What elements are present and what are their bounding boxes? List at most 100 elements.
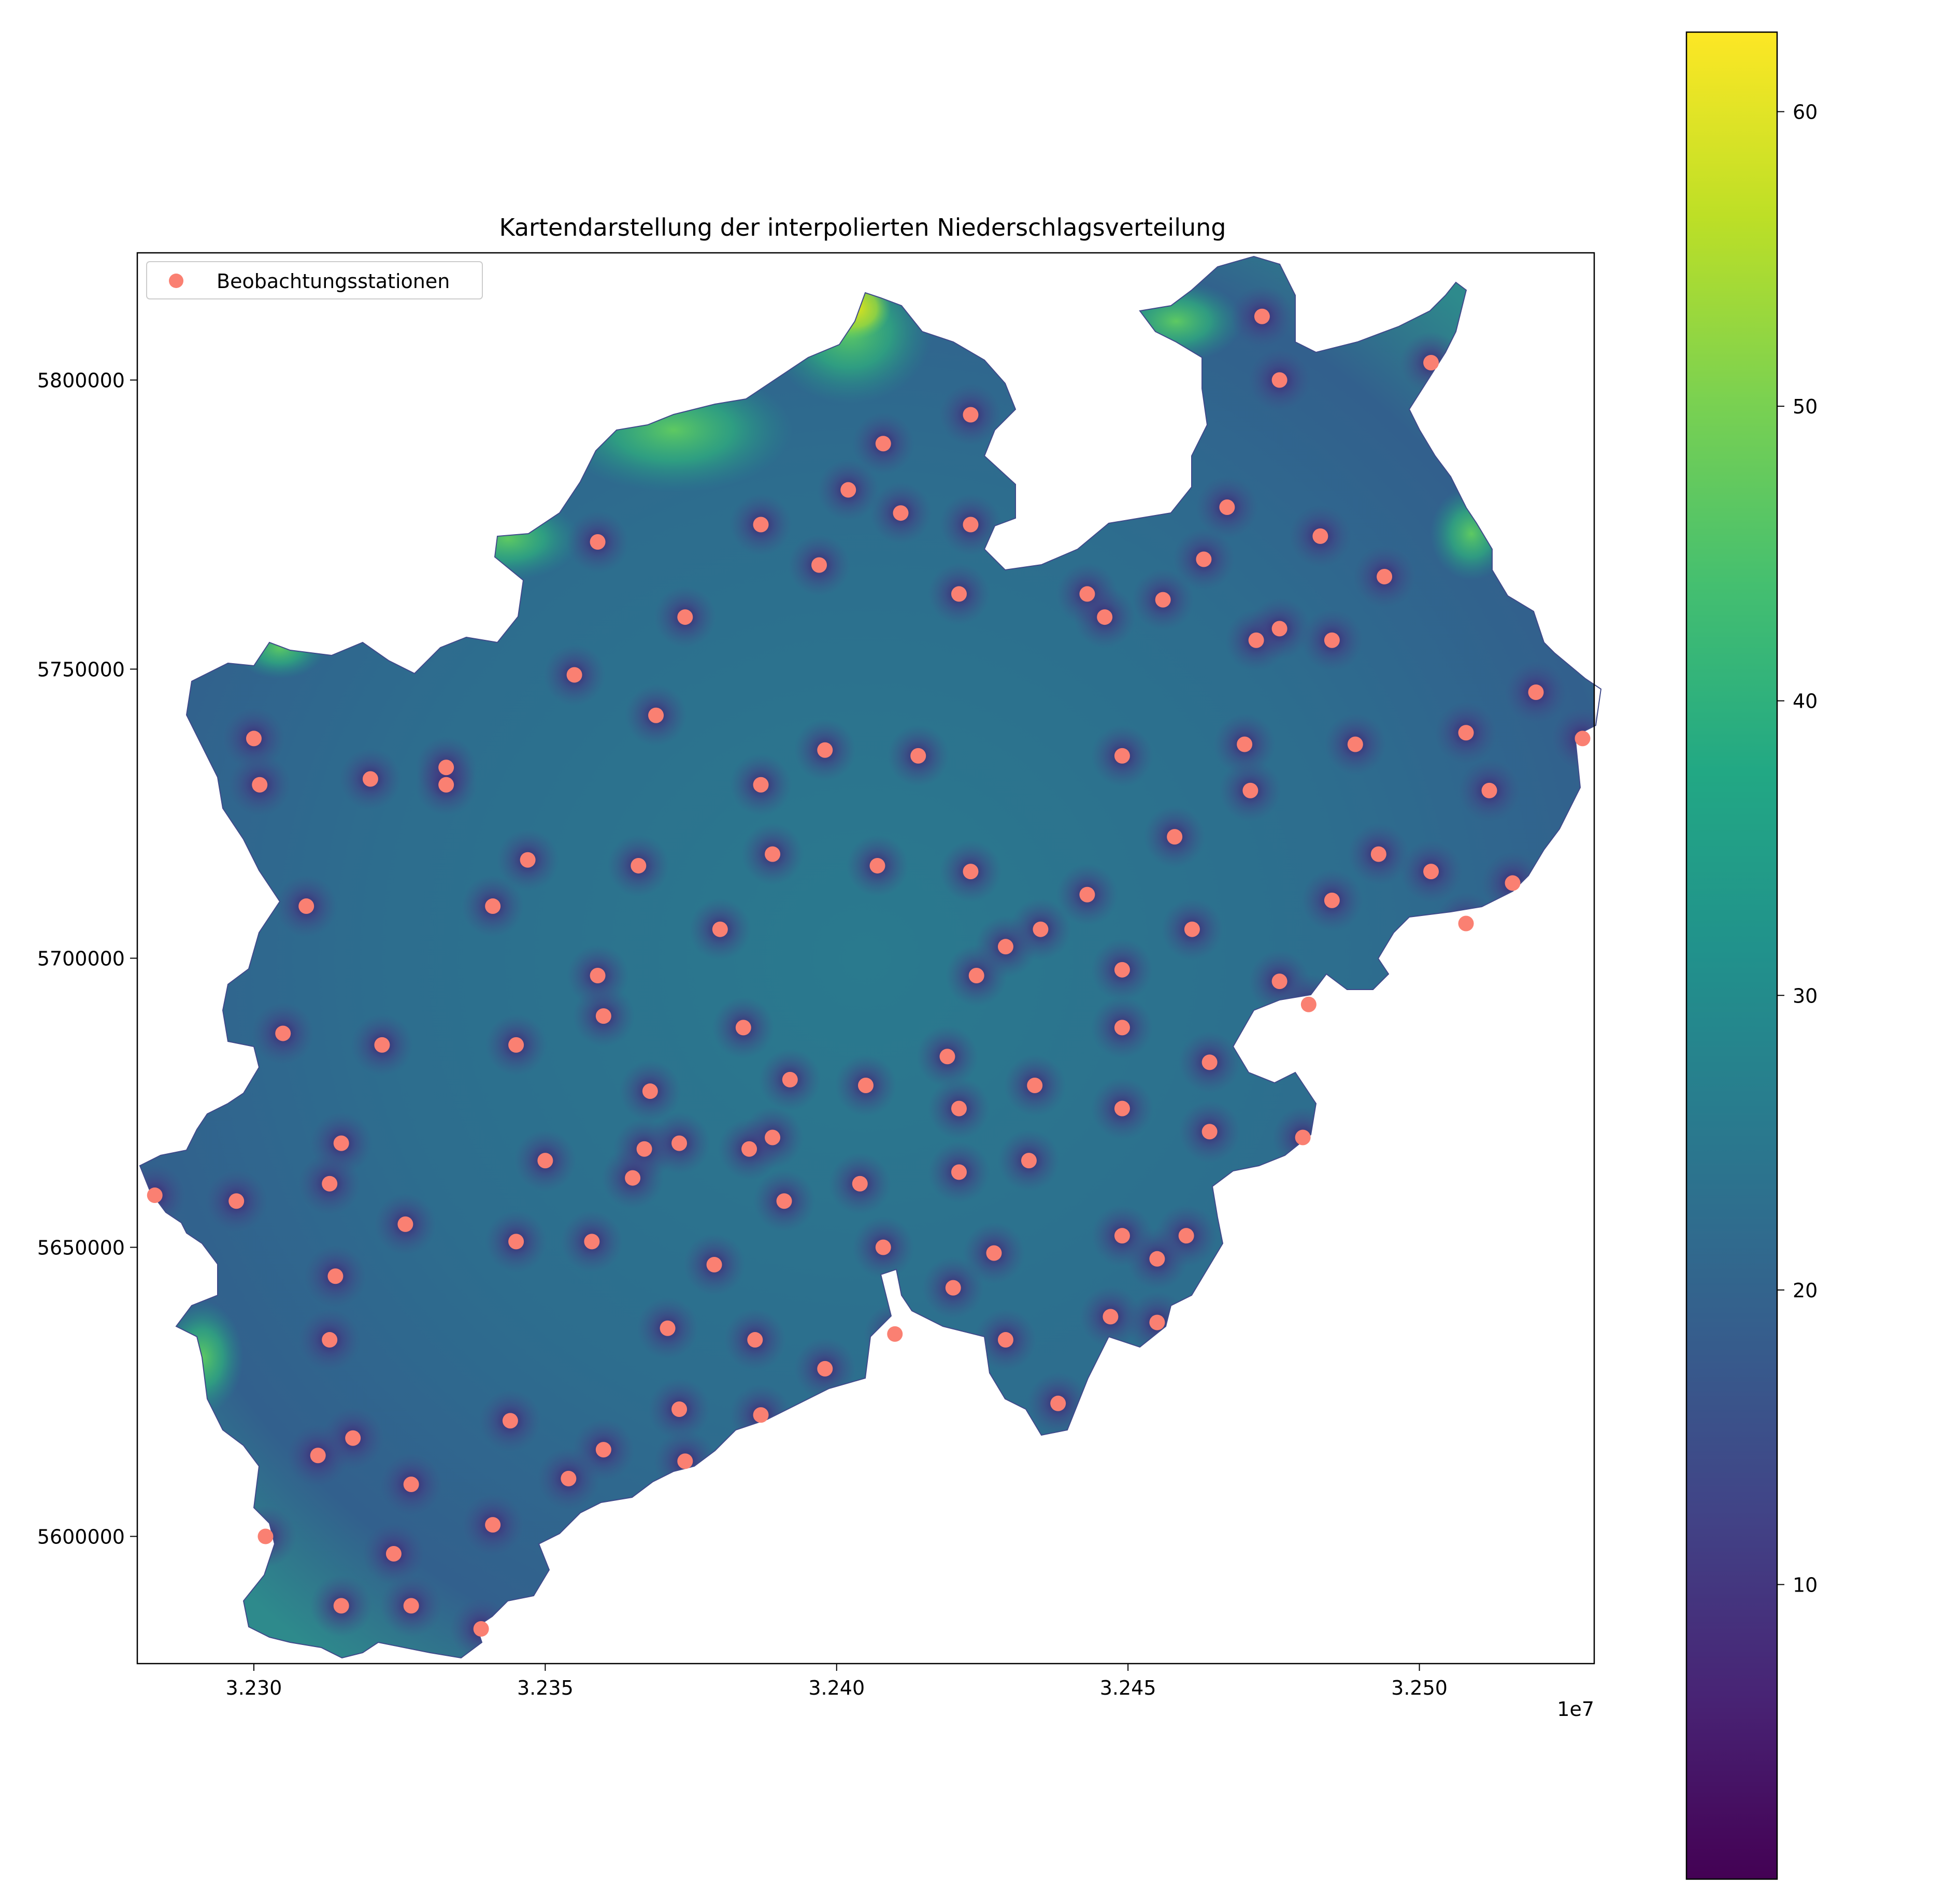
station-point xyxy=(625,1170,641,1186)
station-point xyxy=(584,1234,600,1250)
station-point xyxy=(1324,632,1340,648)
station-point xyxy=(327,1268,344,1284)
x-tick-label: 3.250 xyxy=(1391,1677,1448,1699)
station-point xyxy=(963,407,979,423)
station-point xyxy=(636,1141,652,1157)
station-point xyxy=(590,534,606,550)
station-point xyxy=(1423,355,1439,371)
station-point xyxy=(631,857,647,874)
colorbar-tick-label: 60 xyxy=(1793,101,1818,124)
state-outline xyxy=(139,255,1602,1659)
y-tick-label: 5650000 xyxy=(37,1236,125,1259)
stations-layer xyxy=(147,308,1591,1637)
colorbar-ticks: 10 20 30 40 50 60 xyxy=(1777,101,1818,1596)
station-point xyxy=(1050,1395,1066,1411)
colorbar-gradient xyxy=(1685,31,1778,1880)
station-point xyxy=(1201,1054,1218,1070)
colorbar-tick-label: 10 xyxy=(1793,1573,1818,1596)
station-point xyxy=(1184,921,1200,937)
station-point xyxy=(945,1280,961,1296)
station-point xyxy=(403,1477,419,1493)
x-axis-ticks: 3.230 3.235 3.240 3.245 3.250 xyxy=(226,1664,1448,1699)
station-point xyxy=(811,557,827,573)
station-point xyxy=(753,777,769,793)
station-point xyxy=(1079,886,1095,903)
station-point xyxy=(735,1020,751,1036)
station-point xyxy=(385,1545,402,1562)
station-point xyxy=(473,1621,489,1637)
station-point xyxy=(561,1470,577,1486)
station-point xyxy=(1219,499,1235,516)
station-point xyxy=(1201,1124,1218,1140)
station-point xyxy=(753,517,769,533)
colorbar-tick-label: 30 xyxy=(1793,984,1818,1007)
station-point xyxy=(712,921,728,937)
station-point xyxy=(852,1176,868,1192)
station-point xyxy=(595,1008,611,1024)
y-tick-label: 5750000 xyxy=(37,658,125,681)
station-point xyxy=(747,1332,763,1348)
station-point xyxy=(887,1326,903,1342)
x-tick-label: 3.240 xyxy=(808,1677,865,1699)
station-point xyxy=(566,667,582,683)
station-point xyxy=(1248,632,1264,648)
station-point xyxy=(858,1078,874,1094)
x-offset-label: 1e7 xyxy=(1557,1698,1594,1721)
station-point xyxy=(765,846,781,862)
x-tick-label: 3.235 xyxy=(517,1677,574,1699)
colorbar-tick-label: 50 xyxy=(1793,395,1818,418)
station-point xyxy=(910,748,926,764)
y-tick-label: 5700000 xyxy=(37,948,125,970)
station-point xyxy=(1027,1078,1043,1094)
station-point xyxy=(677,1453,693,1469)
station-point xyxy=(1254,308,1270,324)
station-point xyxy=(1370,846,1386,862)
station-point xyxy=(438,760,454,776)
station-point xyxy=(537,1153,553,1169)
station-point xyxy=(671,1135,688,1151)
station-point xyxy=(1103,1309,1119,1325)
station-point xyxy=(1505,875,1521,891)
station-point xyxy=(963,864,979,880)
station-point xyxy=(939,1049,955,1065)
station-point xyxy=(951,586,967,602)
station-point xyxy=(246,731,262,747)
station-point xyxy=(228,1193,245,1209)
station-point xyxy=(951,1164,967,1180)
station-point xyxy=(997,939,1013,955)
station-point xyxy=(1295,1129,1311,1146)
y-tick-label: 5600000 xyxy=(37,1525,125,1548)
station-point xyxy=(520,852,536,868)
colorbar-tick-label: 20 xyxy=(1793,1279,1818,1302)
station-point xyxy=(765,1129,781,1146)
chart-title: Kartendarstellung der interpolierten Nie… xyxy=(499,213,1226,241)
station-point xyxy=(502,1413,518,1429)
station-point xyxy=(310,1448,326,1464)
station-point xyxy=(875,436,891,452)
station-point xyxy=(706,1256,722,1272)
station-point xyxy=(374,1037,390,1053)
station-point xyxy=(1149,1251,1165,1267)
station-point xyxy=(333,1135,349,1151)
station-point xyxy=(322,1176,338,1192)
station-point xyxy=(1114,748,1130,764)
y-tick-label: 5800000 xyxy=(37,369,125,392)
station-point xyxy=(298,898,314,914)
station-point xyxy=(817,742,833,758)
station-point xyxy=(1033,921,1049,937)
station-point xyxy=(1458,725,1474,741)
station-point xyxy=(963,517,979,533)
station-point xyxy=(1149,1314,1165,1330)
colorbar-tick-label: 40 xyxy=(1793,690,1818,713)
station-point xyxy=(1196,551,1212,567)
station-point xyxy=(322,1332,338,1348)
station-point xyxy=(840,482,856,498)
station-point xyxy=(753,1407,769,1423)
station-point xyxy=(590,967,606,983)
y-axis-ticks: 5600000 5650000 5700000 5750000 5800000 xyxy=(37,369,137,1548)
station-point xyxy=(642,1083,658,1099)
station-point xyxy=(438,777,454,793)
station-point xyxy=(1312,528,1328,544)
station-point xyxy=(671,1401,688,1417)
station-point xyxy=(275,1025,291,1041)
